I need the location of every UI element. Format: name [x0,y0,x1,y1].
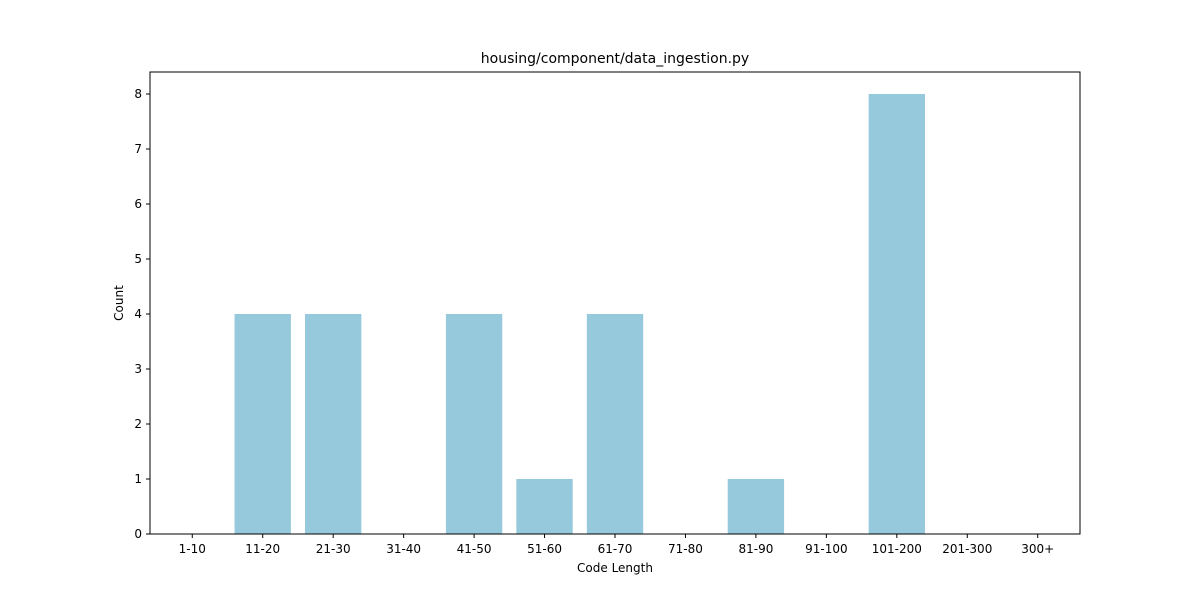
x-tick-label: 31-40 [386,542,421,556]
bar-81-90 [727,479,785,534]
bar-101-200 [868,94,925,534]
y-axis-label: Count [112,285,126,321]
x-tick-label: 101-200 [872,542,922,556]
bar-21-30 [305,314,362,534]
x-axis-ticks: 1-10 11-20 21-30 31-40 41-50 51-60 61-70 71-80 8… [179,534,1054,556]
x-tick-label: 81-90 [738,542,773,556]
x-tick-label: 61-70 [598,542,633,556]
plot-area-frame [149,71,1081,535]
x-tick-label: 201-300 [942,542,992,556]
y-tick-label: 1 [134,472,142,486]
y-tick-label: 6 [134,197,142,211]
x-tick-label: 91-100 [805,542,848,556]
y-tick-label: 7 [134,142,142,156]
y-tick-label: 3 [134,362,142,376]
x-tick-label: 71-80 [668,542,703,556]
x-tick-label: 21-30 [316,542,351,556]
x-tick-label: 11-20 [245,542,280,556]
y-tick-label: 0 [134,527,142,541]
bar-11-20 [234,314,291,534]
y-axis-ticks: 0 1 2 3 4 5 6 7 8 [134,87,150,541]
bar-61-70 [586,314,644,534]
y-tick-label: 4 [134,307,142,321]
y-tick-label: 5 [134,252,142,266]
x-tick-label: 300+ [1021,542,1054,556]
x-tick-label: 41-50 [457,542,492,556]
chart-title: housing/component/data_ingestion.py [481,51,749,67]
y-tick-label: 8 [134,87,142,101]
bar-51-60 [516,479,573,534]
bar-41-50 [445,314,503,534]
y-tick-label: 2 [134,417,142,431]
bars-group [234,94,925,534]
x-tick-label: 1-10 [179,542,206,556]
x-axis-label: Code Length [577,561,653,575]
x-tick-label: 51-60 [527,542,562,556]
